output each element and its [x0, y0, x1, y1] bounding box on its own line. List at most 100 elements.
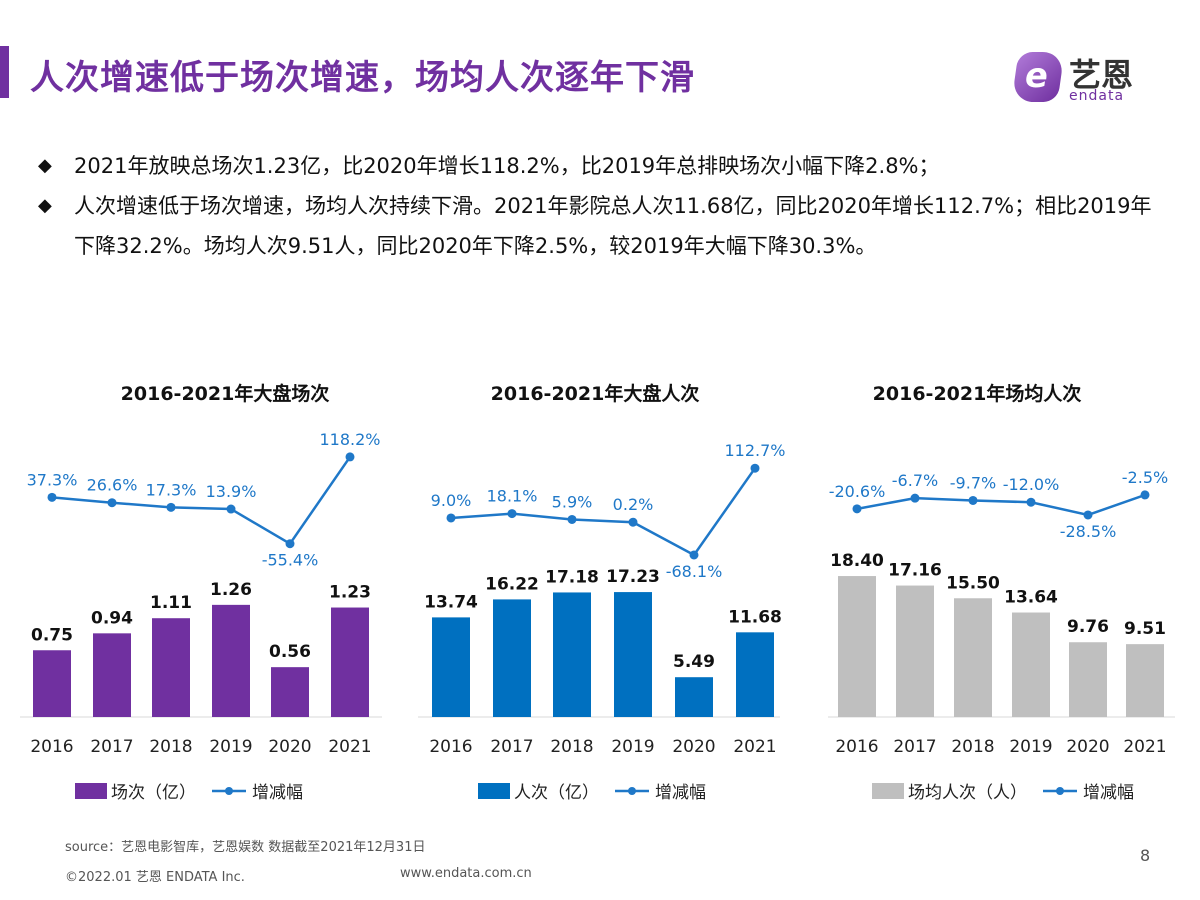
growth-label: -68.1% — [666, 562, 723, 581]
footer-copyright: ©2022.01 艺恩 ENDATA Inc. — [65, 870, 245, 885]
bar — [675, 677, 713, 717]
legend-bar-label: 场次（亿） — [111, 783, 196, 803]
bar-value-label: 18.40 — [830, 551, 884, 571]
x-tick-label: 2019 — [611, 737, 654, 757]
bar-value-label: 11.68 — [728, 607, 782, 627]
bar-value-label: 15.50 — [946, 573, 1000, 593]
x-tick-label: 2016 — [30, 737, 73, 757]
bar — [1012, 612, 1050, 717]
growth-point — [1026, 497, 1036, 507]
bullet-list: ◆ 2021年放映总场次1.23亿，比2020年增长118.2%，比2019年总排… — [38, 146, 1163, 266]
growth-point — [689, 550, 699, 560]
growth-point — [852, 504, 862, 514]
growth-label: -28.5% — [1060, 522, 1117, 541]
growth-label: 17.3% — [146, 480, 197, 499]
bar — [212, 604, 250, 717]
growth-point — [47, 492, 57, 502]
x-tick-label: 2020 — [1066, 737, 1109, 757]
x-tick-label: 2021 — [733, 737, 776, 757]
bar — [614, 592, 652, 717]
growth-label: 37.3% — [27, 470, 78, 489]
bar-value-label: 17.18 — [545, 567, 599, 587]
growth-label: 13.9% — [206, 482, 257, 501]
legend-line-marker — [1056, 787, 1064, 795]
growth-point — [628, 517, 638, 527]
bar — [271, 667, 309, 717]
growth-label: 118.2% — [319, 430, 380, 449]
bar-value-label: 1.26 — [210, 580, 252, 600]
growth-line — [450, 467, 757, 557]
growth-line — [856, 493, 1146, 517]
page-number: 8 — [1140, 846, 1151, 865]
x-tick-label: 2020 — [672, 737, 715, 757]
growth-point — [968, 495, 978, 505]
logo-cn-text: 艺恩 — [1069, 56, 1134, 94]
legend-line-label: 增减幅 — [1083, 783, 1134, 803]
legend-bar-swatch — [75, 783, 107, 799]
bar-value-label: 0.94 — [91, 608, 133, 628]
growth-label: -2.5% — [1122, 468, 1168, 487]
x-tick-label: 2017 — [490, 737, 533, 757]
bar-value-label: 1.11 — [150, 593, 192, 613]
legend-bar-swatch — [872, 783, 904, 799]
growth-point — [285, 539, 295, 549]
footer-url: www.endata.com.cn — [400, 866, 532, 881]
growth-label: 5.9% — [552, 492, 593, 511]
growth-point — [507, 509, 517, 519]
bar-value-label: 1.23 — [329, 583, 371, 603]
x-tick-label: 2018 — [550, 737, 593, 757]
bar-value-label: 9.76 — [1067, 617, 1109, 637]
logo-en-text: endata — [1069, 88, 1125, 104]
bar — [838, 576, 876, 717]
growth-point — [166, 502, 176, 512]
bullet-text: 2021年放映总场次1.23亿，比2020年增长118.2%，比2019年总排映… — [74, 154, 940, 178]
x-tick-label: 2016 — [835, 737, 878, 757]
bar — [93, 633, 131, 717]
growth-point — [750, 463, 760, 473]
growth-label: 0.2% — [613, 495, 654, 514]
bar — [331, 607, 369, 717]
page-title: 人次增速低于场次增速，场均人次逐年下滑 — [30, 58, 695, 98]
bar-value-label: 0.56 — [269, 642, 311, 662]
x-tick-label: 2019 — [1009, 737, 1052, 757]
growth-label: -55.4% — [262, 551, 319, 570]
bar-value-label: 5.49 — [673, 652, 715, 672]
bar-value-label: 16.22 — [485, 574, 539, 594]
growth-point — [1083, 510, 1093, 520]
bar — [1069, 642, 1107, 717]
bar — [954, 598, 992, 717]
growth-point — [446, 513, 456, 523]
growth-line — [51, 456, 352, 546]
bar — [432, 617, 470, 717]
bar — [553, 592, 591, 717]
growth-point — [226, 504, 236, 514]
bar — [33, 650, 71, 717]
title-accent-bar — [0, 46, 9, 98]
growth-point — [1140, 490, 1150, 500]
bullet-item: ◆ 人次增速低于场次增速，场均人次持续下滑。2021年影院总人次11.68亿，同比… — [38, 186, 1163, 266]
bar-value-label: 17.23 — [606, 567, 660, 587]
legend-line-label: 增减幅 — [252, 783, 303, 803]
legend-bar-label: 人次（亿） — [514, 783, 599, 803]
bar-value-label: 0.75 — [31, 625, 73, 645]
chart-title: 2016-2021年场均人次 — [873, 382, 1082, 405]
chart-title: 2016-2021年大盘场次 — [121, 382, 330, 405]
growth-label: -12.0% — [1003, 475, 1060, 494]
growth-label: 26.6% — [87, 476, 138, 495]
x-tick-label: 2016 — [429, 737, 472, 757]
growth-point — [345, 452, 355, 462]
legend-line-label: 增减幅 — [655, 783, 706, 803]
growth-label: 18.1% — [487, 487, 538, 506]
growth-label: 112.7% — [724, 441, 785, 460]
footer-source: source：艺恩电影智库，艺恩娱数 数据截至2021年12月31日 — [65, 840, 426, 855]
diamond-bullet-icon: ◆ — [38, 155, 52, 176]
legend-bar-label: 场均人次（人） — [908, 783, 1027, 803]
bar — [152, 618, 190, 717]
bullet-text: 人次增速低于场次增速，场均人次持续下滑。2021年影院总人次11.68亿，同比2… — [74, 194, 1152, 258]
growth-label: -6.7% — [892, 471, 938, 490]
bar — [1126, 644, 1164, 717]
chart-title: 2016-2021年大盘人次 — [491, 382, 700, 405]
growth-label: 9.0% — [431, 491, 472, 510]
growth-point — [910, 493, 920, 503]
